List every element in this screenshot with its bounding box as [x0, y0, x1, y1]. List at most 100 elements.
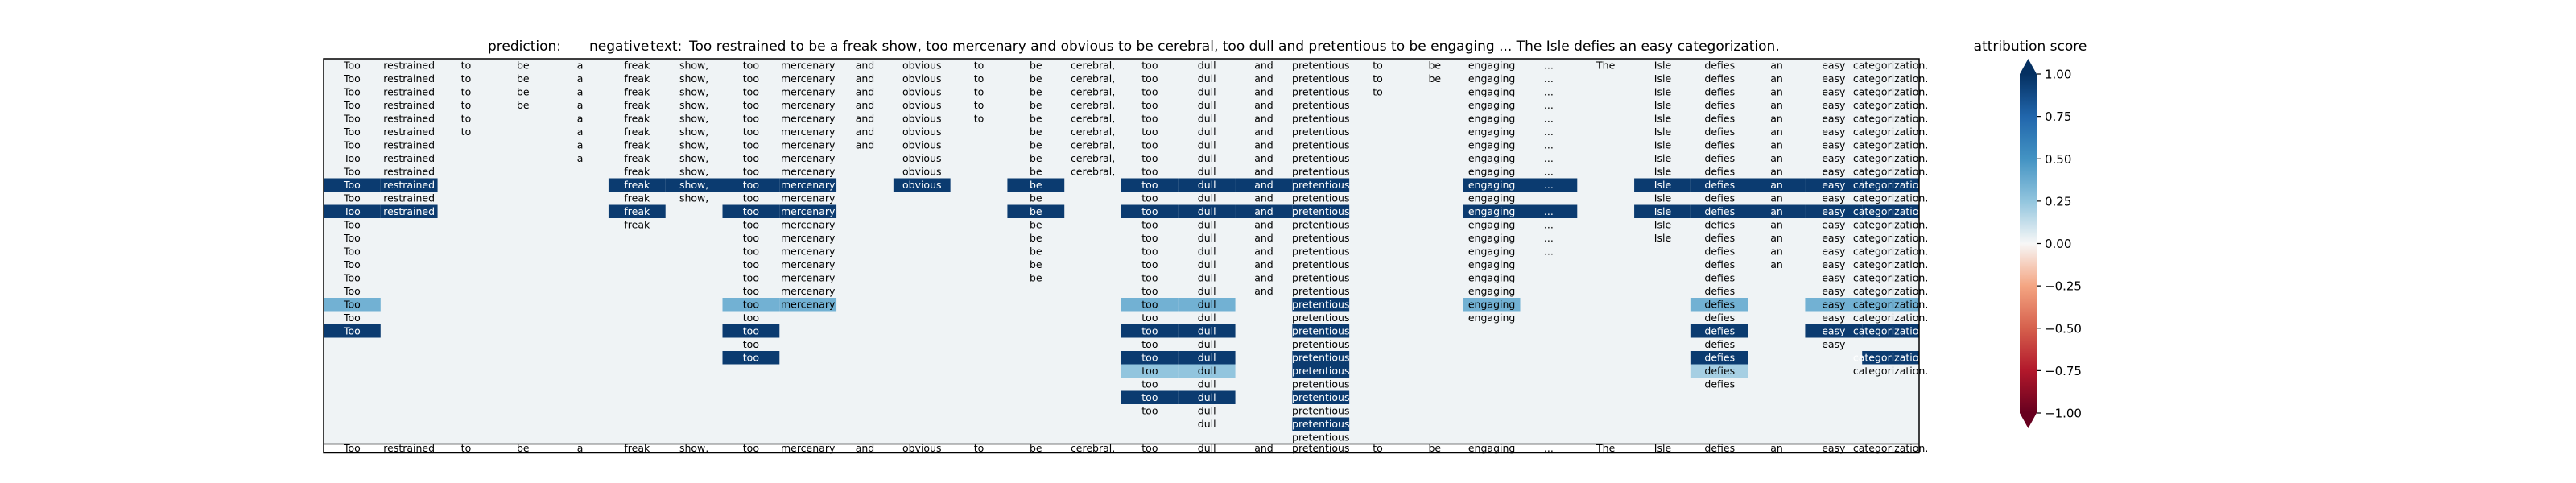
cell-token-label: restrained [383, 205, 435, 217]
cell-token-label: too [743, 258, 759, 270]
heatmap-cell [1292, 204, 1350, 218]
cell-token-label: Too [343, 179, 361, 191]
cell-token-label: freak [624, 112, 650, 124]
cell-token-label: pretentious [1292, 192, 1349, 204]
cell-token-label: mercenary [781, 245, 836, 257]
cell-token-label: easy [1822, 218, 1846, 230]
cell-token-label: too [1141, 152, 1158, 164]
cell-token-label: and [1254, 72, 1274, 85]
cell-token-label: and [856, 59, 875, 71]
heatmap-cell [1862, 351, 1919, 365]
cell-token-label: Isle [1654, 112, 1672, 124]
cell-token-label: dull [1198, 85, 1216, 97]
heatmap-cell [1690, 324, 1748, 338]
cell-token-label: restrained [383, 126, 435, 138]
heatmap-cell [608, 204, 666, 218]
cell-token-label: too [743, 112, 759, 124]
cell-token-label: mercenary [781, 165, 836, 177]
cell-token-label: mercenary [781, 72, 836, 85]
cell-token-label: too [743, 324, 759, 336]
cell-token-label: too [1141, 205, 1158, 217]
x-tick-label: restrained [383, 442, 435, 454]
cell-token-label: obvious [902, 72, 942, 85]
cell-token-label: dull [1198, 378, 1216, 390]
cell-token-label: and [1254, 126, 1274, 138]
heatmap-cell [722, 351, 780, 365]
cell-token-label: categorization. [1853, 138, 1928, 151]
cell-token-label: show, [679, 138, 708, 151]
cell-token-label: mercenary [781, 59, 836, 71]
cell-token-label: too [1141, 72, 1158, 85]
cell-token-label: pretentious [1292, 59, 1349, 71]
cell-token-label: too [1141, 404, 1158, 416]
cell-token-label: Isle [1654, 205, 1672, 217]
x-tick-label: to [974, 442, 985, 454]
cell-token-label: pretentious [1292, 431, 1349, 443]
cell-token-label: mercenary [781, 192, 836, 204]
cell-token-label: engaging [1468, 165, 1515, 177]
cell-token-label: and [856, 72, 875, 85]
cell-token-label: pretentious [1292, 112, 1349, 124]
cell-token-label: an [1770, 245, 1783, 257]
cell-token-label: easy [1822, 59, 1846, 71]
prediction-label: prediction: [488, 39, 561, 55]
cell-token-label: restrained [383, 59, 435, 71]
cell-token-label: pretentious [1292, 312, 1349, 324]
colorbar-tick-label: 0.50 [2045, 152, 2071, 167]
heatmap-cell [324, 204, 381, 218]
cell-token-label: ... [1544, 138, 1554, 151]
heatmap-cell [722, 298, 780, 312]
cell-token-label: Too [343, 285, 361, 297]
cell-token-label: be [1030, 138, 1042, 151]
cell-token-label: to [461, 126, 472, 138]
cell-token-label: dull [1198, 312, 1216, 324]
cell-token-label: too [1141, 338, 1158, 350]
cell-token-label: too [743, 312, 759, 324]
cell-token-label: be [1030, 99, 1042, 111]
cell-token-label: easy [1822, 126, 1846, 138]
cell-token-label: to [974, 99, 985, 111]
heatmap-cell [1690, 351, 1748, 365]
cell-token-label: to [1373, 59, 1383, 71]
cell-token-label: defies [1704, 192, 1735, 204]
cell-token-label: pretentious [1292, 232, 1349, 244]
heatmap-cell [1178, 390, 1236, 404]
cell-token-label: engaging [1468, 205, 1515, 217]
cell-token-label: easy [1822, 85, 1846, 97]
heatmap-cell [1292, 298, 1350, 312]
cell-token-label: obvious [902, 138, 942, 151]
cell-token-label: engaging [1468, 59, 1515, 71]
cell-token-label: an [1770, 232, 1783, 244]
cell-token-label: an [1770, 152, 1783, 164]
cell-token-label: categorization. [1853, 351, 1928, 363]
cell-token-label: too [743, 218, 759, 230]
cell-token-label: cerebral, [1071, 112, 1115, 124]
cell-token-label: too [1141, 126, 1158, 138]
cell-token-label: categorization. [1853, 152, 1928, 164]
heatmap-cell [1121, 204, 1179, 218]
cell-token-label: ... [1544, 205, 1554, 217]
cell-token-label: too [743, 165, 759, 177]
cell-token-label: and [1254, 271, 1274, 283]
cell-token-label: restrained [383, 112, 435, 124]
cell-token-label: too [743, 138, 759, 151]
cell-token-label: pretentious [1292, 365, 1349, 377]
cell-token-label: restrained [383, 72, 435, 85]
cell-token-label: cerebral, [1071, 59, 1115, 71]
cell-token-label: and [856, 138, 875, 151]
cell-token-label: be [517, 99, 530, 111]
cell-token-label: Isle [1654, 152, 1672, 164]
cell-token-label: defies [1704, 99, 1735, 111]
cell-token-label: freak [624, 192, 650, 204]
cell-token-label: dull [1198, 351, 1216, 363]
cell-token-label: and [1254, 285, 1274, 297]
cell-token-label: show, [679, 72, 708, 85]
cell-token-label: engaging [1468, 72, 1515, 85]
cell-token-label: engaging [1468, 218, 1515, 230]
cell-token-label: be [1030, 205, 1042, 217]
cell-token-label: to [461, 59, 472, 71]
cell-token-label: too [743, 99, 759, 111]
cell-token-label: dull [1198, 165, 1216, 177]
cell-token-label: dull [1198, 271, 1216, 283]
heatmap-cell [1292, 351, 1350, 365]
